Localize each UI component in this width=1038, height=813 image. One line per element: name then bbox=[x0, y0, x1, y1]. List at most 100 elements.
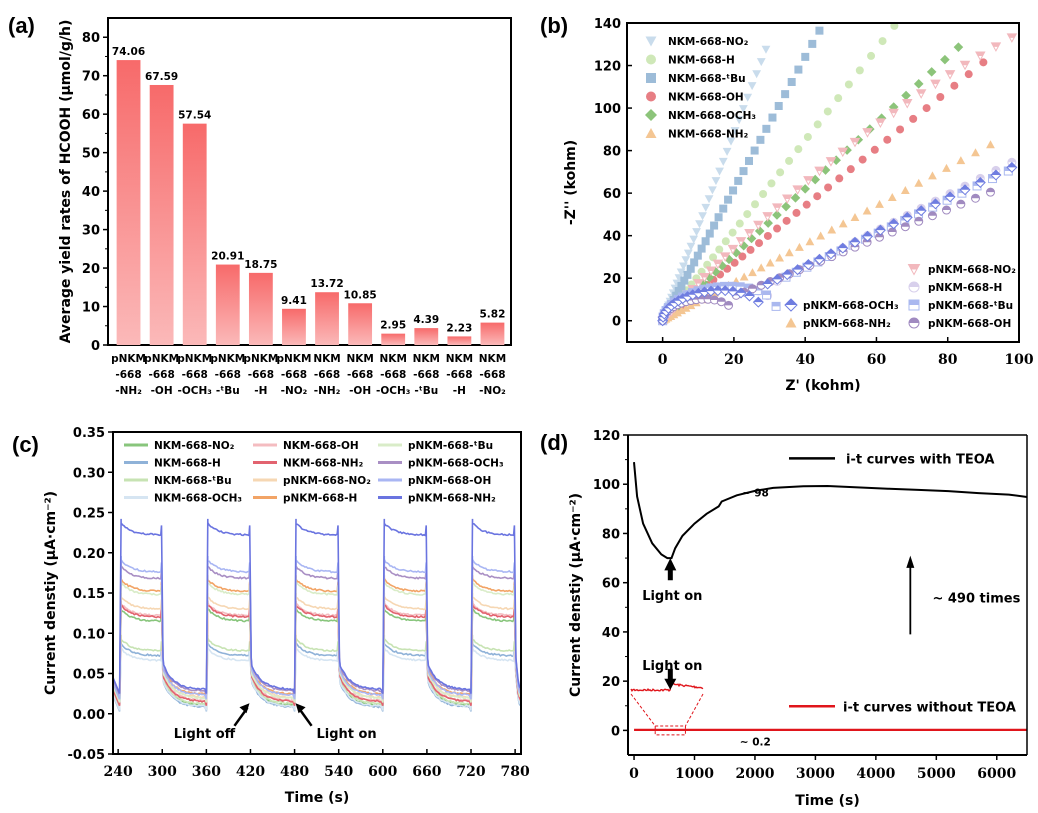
bar bbox=[414, 328, 439, 345]
marker-circle bbox=[743, 210, 752, 219]
marker-circle bbox=[763, 231, 772, 240]
marker-square bbox=[787, 77, 796, 86]
y-tick-label: 40 bbox=[602, 626, 620, 641]
legend-label: pNKM-668-OCH₃ bbox=[803, 300, 899, 312]
y-tick-label: 0.20 bbox=[73, 547, 105, 562]
marker-triangle-up bbox=[956, 156, 966, 165]
y-tick-label: 0.15 bbox=[73, 587, 105, 602]
marker-fill-half bbox=[737, 238, 746, 246]
marker-diamond bbox=[913, 79, 924, 89]
x-tick-label: -668 bbox=[479, 369, 505, 381]
line-series-group bbox=[113, 518, 521, 712]
marker-fill-half bbox=[1007, 34, 1016, 42]
legend-label: NKM-668-NO₂ bbox=[154, 440, 235, 452]
marker-circle bbox=[867, 51, 876, 60]
panel-b-nyquist-plot: 0 20 40 60 80 100 120 140 0 20 40 60 80 100 Z' (kohm) -… bbox=[563, 17, 1034, 394]
marker-triangle-up bbox=[775, 253, 785, 262]
marker-diamond bbox=[926, 67, 937, 77]
marker-triangle-up bbox=[765, 258, 775, 267]
plot-frame bbox=[626, 22, 1020, 343]
x-tick-label: 2000 bbox=[735, 766, 774, 782]
marker-fill-half bbox=[720, 286, 730, 296]
legend-label: pNKM-668-NH₂ bbox=[408, 493, 496, 505]
x-tick-label: 600 bbox=[368, 764, 397, 780]
marker-circle bbox=[834, 94, 843, 103]
marker-fill-half bbox=[688, 290, 698, 300]
x-tick-label: -668 bbox=[115, 369, 141, 381]
x-tick-label: -NH₂ bbox=[115, 385, 142, 397]
marker-fill-half bbox=[773, 204, 782, 212]
legend-bottom-right: pNKM-668-OCH₃ pNKM-668-NH₂ pNKM-668-NO₂ pNK… bbox=[784, 264, 1016, 330]
marker-fill-half bbox=[943, 196, 951, 204]
marker-triangle-down bbox=[711, 177, 721, 186]
marker-triangle-down bbox=[722, 147, 732, 156]
annotation-with-value: ~ 98 bbox=[742, 488, 769, 500]
x-tick-label: 480 bbox=[280, 764, 309, 780]
marker-square bbox=[774, 101, 783, 110]
marker-diamond bbox=[781, 201, 791, 212]
marker-diamond bbox=[710, 266, 721, 277]
marker-fill-half bbox=[901, 216, 909, 224]
y-tick-label: 80 bbox=[82, 31, 100, 46]
panel-c-photocurrent-plot: -0.05 0.00 0.05 0.10 0.15 0.20 0.25 0.30 0.35 240… bbox=[43, 426, 530, 806]
marker-fill-half bbox=[721, 253, 730, 261]
bar-value-label: 4.39 bbox=[413, 314, 439, 326]
marker-triangle-up bbox=[986, 140, 995, 149]
annotation-ratio: ~ 490 times bbox=[932, 591, 1020, 606]
marker-triangle-down bbox=[679, 262, 688, 271]
annotation-without-value: ~ 0.2 bbox=[740, 736, 771, 748]
y-tick-label: 60 bbox=[603, 187, 621, 202]
legend-label: NKM-668-OH bbox=[283, 440, 359, 452]
marker-fill-half bbox=[976, 52, 985, 60]
marker-circle bbox=[813, 192, 822, 201]
marker-diamond bbox=[831, 155, 841, 166]
bar-value-label: 57.54 bbox=[178, 110, 211, 122]
marker-fill-half bbox=[929, 203, 937, 211]
x-tick-label: 0 bbox=[658, 352, 668, 368]
marker-circle bbox=[767, 179, 776, 188]
marker-fill-half bbox=[903, 99, 912, 107]
marker-square bbox=[710, 221, 719, 230]
marker-square bbox=[756, 135, 765, 144]
marker-fill-half bbox=[889, 219, 899, 229]
annotation-light-on-1: Light on bbox=[642, 589, 702, 604]
y-tick-label: -0.05 bbox=[68, 748, 105, 763]
marker-circle bbox=[803, 132, 812, 141]
marker-circle bbox=[773, 224, 782, 233]
y-tick-label: 60 bbox=[602, 577, 620, 592]
legend-label: pNKM-668-OH bbox=[408, 475, 491, 487]
y-tick-label: 30 bbox=[82, 224, 100, 239]
x-tick-label: -H bbox=[254, 385, 267, 397]
x-tick-label: 6000 bbox=[977, 766, 1016, 782]
marker-triangle-down bbox=[689, 235, 699, 244]
x-tick-label: 40 bbox=[795, 352, 815, 368]
y-tick-label: 100 bbox=[594, 102, 621, 117]
marker-triangle-down bbox=[681, 256, 691, 265]
x-tick-label: NKM bbox=[413, 353, 440, 365]
marker-square bbox=[686, 264, 695, 273]
y-tick-label: 60 bbox=[82, 108, 100, 123]
bar bbox=[348, 303, 373, 345]
marker-diamond bbox=[800, 184, 810, 194]
marker-circle bbox=[721, 237, 730, 246]
line-series bbox=[113, 605, 521, 711]
marker-fill-half bbox=[804, 260, 814, 270]
y-tick-label: 50 bbox=[82, 147, 100, 162]
x-tick-label: -668 bbox=[413, 369, 439, 381]
marker-fill-half bbox=[992, 43, 1001, 51]
bar-value-label: 9.41 bbox=[281, 295, 307, 307]
x-tick-label: -668 bbox=[380, 369, 406, 381]
y-tick-label: 40 bbox=[603, 230, 621, 245]
bar bbox=[149, 84, 174, 345]
x-tick-label: 3000 bbox=[796, 766, 835, 782]
x-tick-label: 0 bbox=[629, 766, 639, 782]
bar-value-label: 5.82 bbox=[479, 309, 505, 321]
marker-diamond bbox=[901, 90, 911, 101]
marker-circle bbox=[802, 200, 811, 209]
marker-triangle-down bbox=[686, 242, 696, 251]
marker-fill-half bbox=[827, 158, 836, 166]
marker-triangle-down bbox=[683, 249, 693, 258]
line-series bbox=[113, 578, 521, 703]
bar bbox=[480, 322, 505, 345]
light-on-arrow-up bbox=[664, 558, 677, 581]
